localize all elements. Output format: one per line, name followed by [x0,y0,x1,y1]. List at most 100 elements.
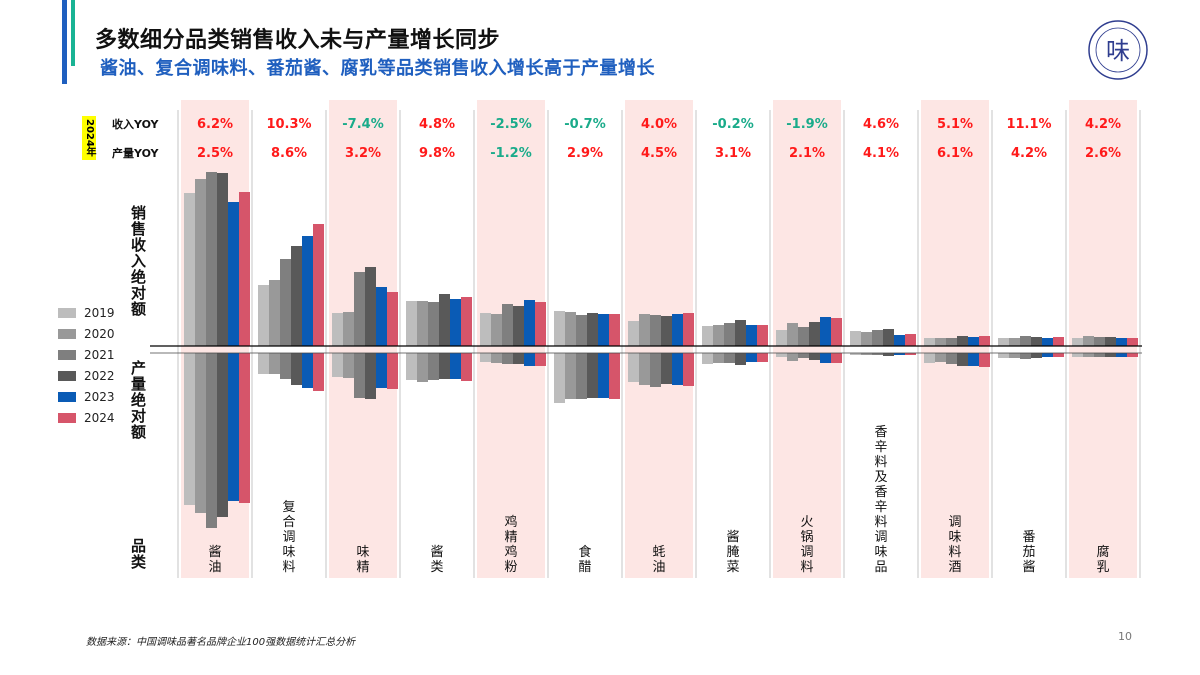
production-bar-2021 [650,353,661,387]
production-bar-2022 [809,353,820,360]
revenue-yoy-value: -1.9% [786,117,827,132]
production-bar-2022 [587,353,598,398]
revenue-yoy-value: -0.2% [712,117,753,132]
revenue-yoy-value: -0.7% [564,117,605,132]
legend-item-2020: 2020 [58,323,115,344]
revenue-bar-2024 [609,314,620,346]
production-bar-2021 [502,353,513,364]
revenue-yoy-label: 收入YOY [112,118,159,131]
category-label: 腐乳 [1096,545,1109,575]
source-note: 数据来源：中国调味品著名品牌企业100强数据统计汇总分析 [86,637,356,648]
production-bar-2024 [387,353,398,389]
revenue-bar-2021 [502,304,513,346]
revenue-bar-2019 [258,285,269,346]
legend-label: 2019 [84,305,115,320]
production-bar-2020 [639,353,650,385]
production-bar-2021 [576,353,587,399]
revenue-bar-2023 [968,337,979,346]
revenue-bar-2019 [184,193,195,346]
revenue-bar-2022 [1031,337,1042,346]
revenue-bar-2024 [979,336,990,346]
accent-bar-blue [62,0,67,84]
category-label: 火锅调料 [800,515,813,575]
legend: 2019 2020 2021 2022 2023 2024 [58,302,115,428]
association-seal-logo: 味 [1088,20,1148,80]
revenue-bar-2023 [228,202,239,346]
revenue-bar-2019 [702,326,713,346]
category-label: 调味料酒 [948,515,961,575]
revenue-bar-2023 [894,335,905,346]
legend-swatch [58,307,76,318]
revenue-bar-2023 [302,236,313,346]
revenue-bar-2021 [354,272,365,346]
category-label: 香辛料及香辛料调味品 [874,425,887,575]
production-yoy-value: 2.5% [197,146,233,161]
production-bar-2020 [491,353,502,363]
production-bar-2023 [228,353,239,501]
legend-swatch [58,412,76,423]
production-bar-2022 [661,353,672,384]
revenue-bar-2019 [480,313,491,346]
category-label: 酱类 [430,545,443,575]
production-bar-2024 [831,353,842,363]
production-bar-2023 [672,353,683,385]
revenue-bar-2024 [239,192,250,346]
revenue-bar-2024 [683,313,694,346]
revenue-yoy-value: -7.4% [342,117,383,132]
category-label: 食醋 [578,544,591,575]
legend-swatch [58,349,76,360]
revenue-bar-2020 [343,312,354,346]
revenue-bar-2021 [872,330,883,346]
production-bar-2019 [184,353,195,505]
production-bar-2021 [1020,353,1031,359]
revenue-bar-2020 [713,325,724,346]
production-yoy-value: 8.6% [271,146,307,161]
production-bar-2024 [757,353,768,362]
production-bar-2022 [513,353,524,364]
production-bar-2021 [354,353,365,398]
revenue-bar-2020 [1009,338,1020,346]
production-bar-2022 [217,353,228,517]
revenue-bar-2023 [1116,338,1127,346]
category-label: 蚝油 [652,545,665,575]
category-label: 味精 [356,545,369,575]
production-bar-2024 [239,353,250,503]
page-subtitle: 酱油、复合调味料、番茄酱、腐乳等品类销售收入增长高于产量增长 [100,58,655,79]
revenue-yoy-value: 11.1% [1006,117,1051,132]
production-yoy-value: 4.1% [863,146,899,161]
production-bar-2020 [1083,353,1094,357]
revenue-bar-2024 [387,292,398,346]
revenue-bar-2024 [757,325,768,346]
production-bar-2023 [820,353,831,363]
production-axis-label: 产量绝对额 [129,360,147,440]
production-yoy-value: -1.2% [490,146,531,161]
production-yoy-value: 3.1% [715,146,751,161]
category-label: 番茄酱 [1022,530,1035,575]
production-bar-2020 [269,353,280,374]
production-bar-2022 [1031,353,1042,358]
revenue-bar-2021 [280,259,291,346]
revenue-bar-2022 [365,267,376,346]
legend-item-2022: 2022 [58,365,115,386]
production-bar-2021 [1094,353,1105,357]
revenue-bar-2023 [746,325,757,346]
revenue-bar-2023 [450,299,461,346]
production-yoy-value: 2.1% [789,146,825,161]
production-bar-2019 [554,353,565,403]
production-bar-2019 [702,353,713,364]
revenue-bar-2020 [269,280,280,346]
production-bar-2020 [1009,353,1020,358]
production-bar-2019 [406,353,417,380]
revenue-bar-2022 [661,316,672,346]
revenue-bar-2021 [206,172,217,346]
revenue-bar-2020 [491,314,502,346]
revenue-axis-label: 销售收入绝对额 [129,205,147,317]
legend-label: 2024 [84,410,115,425]
production-bar-2023 [1042,353,1053,357]
revenue-bar-2023 [1042,338,1053,346]
revenue-bar-2024 [1053,337,1064,346]
production-bar-2022 [439,353,450,379]
revenue-bar-2019 [628,321,639,346]
production-bar-2021 [280,353,291,379]
production-yoy-value: 3.2% [345,146,381,161]
